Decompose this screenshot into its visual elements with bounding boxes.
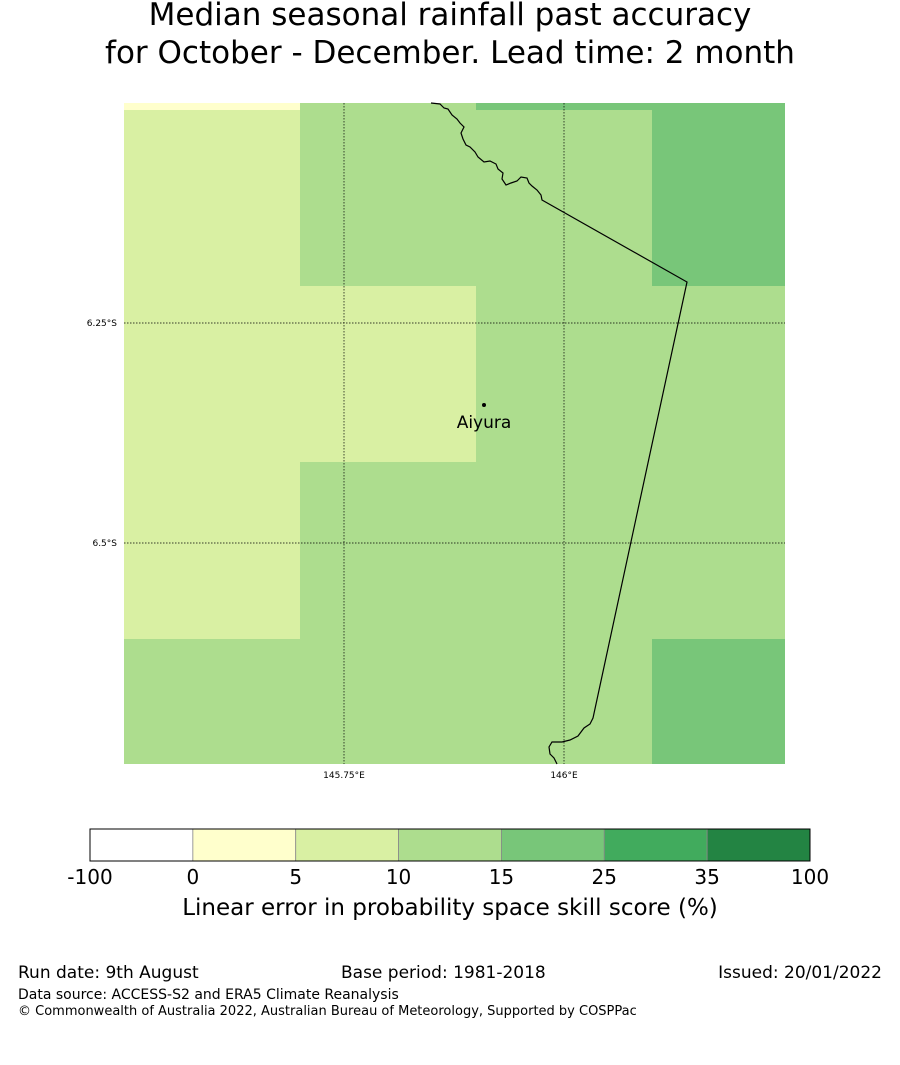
colorbar-tick-label: 0	[186, 865, 200, 889]
grid-cell	[300, 103, 476, 286]
grid-cell	[124, 110, 300, 639]
colorbar-swatch	[603, 828, 708, 862]
colorbar-swatch	[89, 828, 194, 862]
grid-cell	[300, 286, 476, 462]
colorbar-swatch	[192, 828, 297, 862]
coastline-border	[430, 102, 688, 765]
base-period: Base period: 1981-2018	[341, 963, 546, 983]
colorbar-outline	[89, 828, 811, 862]
colorbar-tick-label: 100	[790, 865, 830, 889]
place-label: Aiyura	[457, 413, 512, 433]
lat-label-6-25: 6.25°S	[87, 319, 118, 329]
data-source: Data source: ACCESS-S2 and ERA5 Climate …	[18, 987, 399, 1003]
place-marker	[482, 403, 486, 407]
grid-cell	[124, 639, 652, 764]
grid-cell	[652, 110, 785, 286]
gridlines	[124, 103, 785, 764]
colorbar-tick-label: -100	[67, 865, 113, 889]
copyright: © Commonwealth of Australia 2022, Austra…	[18, 1004, 637, 1019]
grid-cell	[476, 103, 785, 110]
chart-title-line-1: Median seasonal rainfall past accuracy	[148, 0, 752, 33]
run-date: Run date: 9th August	[18, 963, 199, 983]
colorbar-tick-label: 25	[591, 865, 618, 889]
lat-label-6-5: 6.5°S	[92, 539, 117, 549]
grid-cell	[300, 462, 476, 639]
colorbar	[89, 828, 811, 862]
colorbar-swatch	[295, 828, 399, 862]
grid-cell	[124, 103, 300, 110]
grid-cell	[476, 286, 785, 639]
colorbar-tick-label: 15	[488, 865, 515, 889]
lon-label-146: 146°E	[550, 771, 578, 781]
colorbar-tick-label: 35	[694, 865, 720, 889]
colorbar-title: Linear error in probability space skill …	[182, 895, 718, 921]
colorbar-swatch	[501, 828, 605, 862]
colorbar-tick-label: 5	[289, 865, 303, 889]
colorbar-swatch	[398, 828, 502, 862]
colorbar-swatch	[706, 828, 811, 862]
lon-label-145-75: 145.75°E	[323, 771, 365, 781]
issued-date: Issued: 20/01/2022	[718, 963, 882, 983]
grid-cell	[652, 639, 785, 764]
chart-title-line-2: for October - December. Lead time: 2 mon…	[105, 35, 795, 71]
colorbar-tick-label: 10	[385, 865, 412, 889]
skill-score-grid	[124, 103, 785, 764]
